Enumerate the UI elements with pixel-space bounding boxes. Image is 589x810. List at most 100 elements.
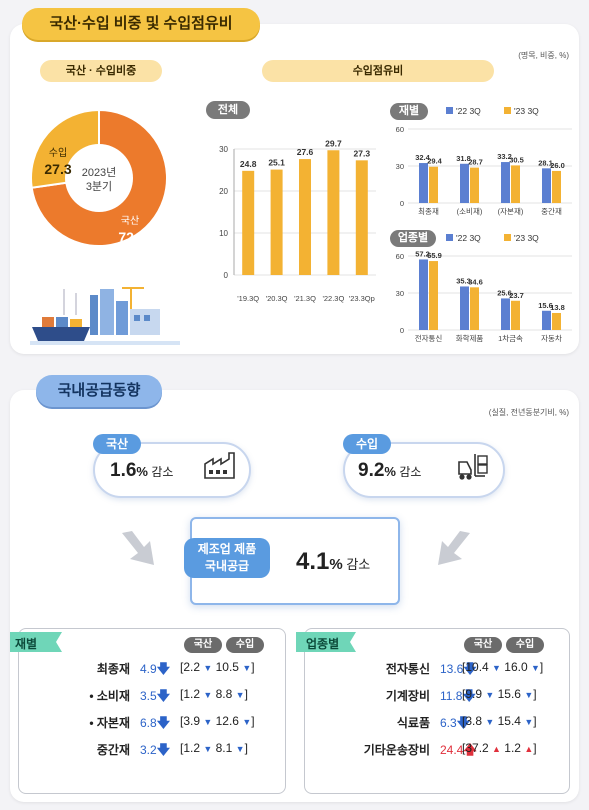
domestic-value: 37.2 [465,741,493,755]
total-supply-pct: % [329,556,343,573]
total-supply-change: 4.1% 감소 [296,548,370,576]
bar [460,286,469,330]
bracket-close: ] [251,660,255,674]
chart-goods-title: 재별 [390,103,428,120]
section2-unit: (실질, 전년동분기비, %) [488,408,569,417]
bracket-open: [ [180,660,184,674]
bar [270,169,283,275]
x-tick-label: (자본재) [498,207,524,216]
total-value: 6.3 [440,716,457,730]
share-header: 국산 · 수입비중 [40,60,162,82]
share-donut-chart: 2023년 3분기 수입 27.3 국산 72.7 [30,108,168,247]
domestic-value: 9.9 [465,687,486,701]
x-tick-label: 중간재 [541,206,562,216]
arrow-down-icon: 🡇 [463,661,477,676]
data-label: 29.4 [427,157,442,166]
import-value: 1.2 [500,741,525,755]
bracket-close: ] [533,741,537,755]
bracket-close: ] [533,687,537,701]
chart-total-title: 전체 [206,101,250,119]
data-label: 55.9 [427,251,442,260]
total-supply-label: 감소 [346,557,371,572]
table-row-total: 4.9🡇 [140,660,170,682]
domestic-change-value: 1.6 [110,460,137,481]
arrow-down-icon: ▼ [524,690,534,700]
section2-title: 국내공급동향 [36,375,162,407]
donut-center-line1: 2023년 [82,166,117,179]
total-value: 11.8 [440,689,463,703]
total-value: 3.5 [140,689,157,703]
table-row-breakdown: [9.9 ▼ 15.6 ▼] [462,687,537,701]
data-label: 35.3 [456,276,471,285]
x-tick-label: 전자통신 [415,333,443,343]
y-tick-label: 0 [224,271,229,280]
bracket-open: [ [180,741,184,755]
arrow-down-icon: 🡇 [156,688,171,703]
bar [542,310,551,330]
x-tick-label: 자동차 [541,334,562,343]
donut-label-import: 수입 [49,146,67,159]
table-row-total: 11.8🡇 [440,687,476,709]
legend-label: '22 3Q [456,106,481,116]
y-tick-label: 60 [396,252,404,261]
import-tag: 수입 [343,434,391,454]
bracket-open: [ [180,714,184,728]
data-label: 29.7 [325,138,342,148]
arrow-down-icon: 🡇 [456,715,471,730]
donut-value-import: 27.3 [44,161,71,177]
bar [299,159,311,275]
total-value: 4.9 [140,662,157,676]
bar [429,166,438,203]
donut-value-domestic: 72.7 [118,229,145,245]
bracket-open: [ [462,714,466,728]
table-row-total: 13.6🡇 [440,660,477,682]
factory-icon [204,452,235,479]
x-tick-label: '20.3Q [266,294,288,303]
domestic-value: 3.8 [465,714,486,728]
x-tick-label: '19.3Q [237,294,259,303]
data-label: 28.1 [538,158,553,167]
legend-label: '23 3Q [514,233,539,243]
data-label: 28.7 [468,158,483,167]
bracket-open: [ [180,687,184,701]
arrow-down-icon: ▼ [524,717,534,727]
legend-swatch [446,234,453,241]
arrow-down-icon: ▼ [492,663,501,673]
bar [511,165,520,203]
table-row-total: 24.4🡅 [440,741,477,763]
domestic-change-label: 감소 [151,465,174,479]
bracket-close: ] [244,687,248,701]
arrow-down-icon: ▼ [485,717,495,727]
data-label: 31.8 [456,154,471,163]
bar [327,150,340,275]
domestic-value: 2.2 [183,660,204,674]
bar [552,170,561,203]
bar [501,298,510,330]
bar [419,259,428,330]
chart-industry-title: 업종별 [390,230,436,247]
arrow-down-icon: ▼ [203,717,213,727]
total-value: 24.4 [440,743,464,757]
data-label: 57.2 [415,249,430,258]
total-value: 6.8 [140,716,157,730]
domestic-change: 1.6% 감소 [110,460,173,482]
domestic-change-pct: % [136,464,148,479]
bracket-close: ] [251,714,255,728]
domestic-value: 10.4 [465,660,493,674]
y-tick-label: 0 [400,326,404,335]
table-row-breakdown: [1.2 ▼ 8.1 ▼] [180,741,248,755]
domestic-value: 1.2 [183,741,204,755]
bar [552,312,561,330]
table-row-breakdown: [37.2 ▲ 1.2 ▲] [462,741,537,755]
x-tick-label: 최종재 [418,206,439,216]
arrow-down-icon: ▼ [242,663,252,673]
total-supply-value: 4.1 [296,548,330,575]
section1-title: 국산·수입 비중 및 수입점유비 [22,8,260,40]
table-row-name: 전자통신 [385,662,430,676]
table-row-name: 식료품 [396,716,430,730]
bar [242,170,255,275]
table-row-total: 3.5🡇 [140,687,170,709]
total-value: 13.6 [440,662,464,676]
factory-port-illustration [30,287,180,345]
domestic-value: 3.9 [183,714,204,728]
